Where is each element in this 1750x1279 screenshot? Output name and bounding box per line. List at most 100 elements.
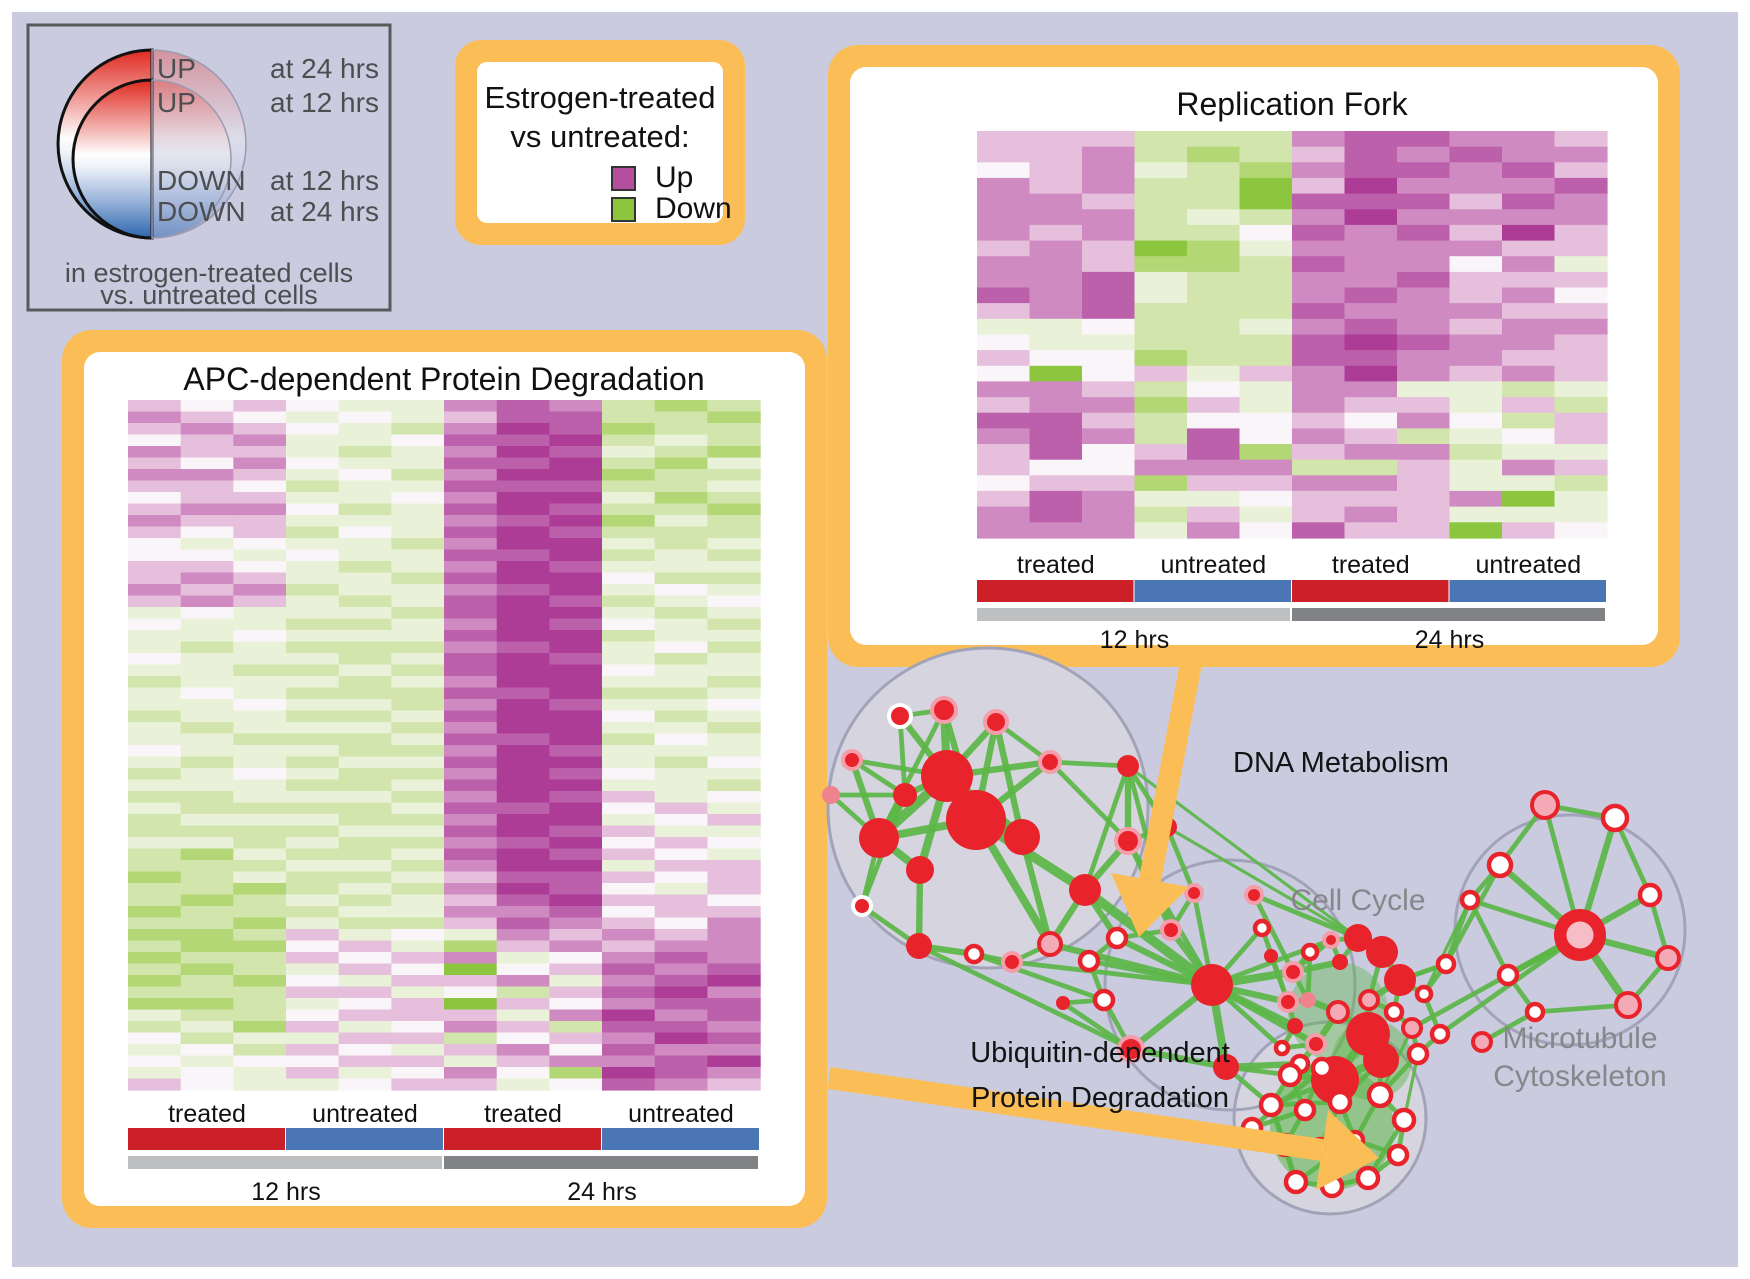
heatmap-cell bbox=[1187, 522, 1241, 539]
heatmap-cell bbox=[338, 618, 392, 631]
heatmap-cell bbox=[1029, 506, 1083, 523]
heatmap-cell bbox=[180, 423, 234, 436]
heatmap-cell bbox=[1449, 350, 1503, 367]
heatmap-cell bbox=[1502, 131, 1556, 148]
heatmap-cell bbox=[496, 952, 550, 965]
condition-label: treated bbox=[168, 1100, 246, 1128]
heatmap-cell bbox=[549, 814, 603, 827]
network-edge bbox=[1467, 898, 1511, 977]
heatmap-cell bbox=[549, 986, 603, 999]
heatmap-cell bbox=[444, 906, 498, 919]
heatmap-cell bbox=[444, 469, 498, 482]
heatmap-cell bbox=[180, 722, 234, 735]
heatmap-cell bbox=[286, 860, 340, 873]
heatmap-cell bbox=[233, 929, 287, 942]
heatmap-cell bbox=[128, 561, 182, 574]
up-label: Up bbox=[655, 161, 693, 194]
heatmap-cell bbox=[1449, 162, 1503, 179]
heatmap-cell bbox=[707, 434, 761, 447]
heatmap-cell bbox=[444, 929, 498, 942]
condition-label: untreated bbox=[312, 1100, 418, 1128]
heatmap-cell bbox=[338, 940, 392, 953]
heatmap-cell bbox=[444, 664, 498, 677]
heatmap-cell bbox=[707, 779, 761, 792]
inner-ring-right-half bbox=[151, 79, 232, 239]
heatmap-cell bbox=[286, 687, 340, 700]
heatmap-cell bbox=[233, 699, 287, 712]
heatmap-cell bbox=[549, 572, 603, 585]
heatmap-cell bbox=[549, 676, 603, 689]
heatmap-cell bbox=[1502, 271, 1556, 289]
heatmap-cell bbox=[549, 492, 603, 505]
heatmap-cell bbox=[338, 423, 392, 436]
heatmap-cell bbox=[1239, 397, 1293, 414]
heatmap-cell bbox=[707, 492, 761, 505]
heatmap-cell bbox=[549, 653, 603, 666]
heatmap-cell bbox=[1449, 209, 1503, 226]
heatmap-cell bbox=[391, 607, 445, 620]
heatmap-cell bbox=[707, 641, 761, 654]
heatmap-cell bbox=[602, 641, 656, 654]
heatmap-cell bbox=[1449, 522, 1503, 539]
heatmap-cell bbox=[444, 779, 498, 792]
heatmap-cell bbox=[549, 595, 603, 608]
heatmap-cell bbox=[1554, 365, 1608, 383]
updown-legend-title-2: vs untreated: bbox=[510, 119, 689, 154]
heatmap-cell bbox=[1029, 381, 1083, 398]
heatmap-cell bbox=[549, 561, 603, 574]
heatmap-cell bbox=[496, 1044, 550, 1057]
heatmap-cell bbox=[391, 676, 445, 689]
heatmap-cell bbox=[1397, 177, 1451, 195]
heatmap-cell bbox=[1292, 397, 1346, 414]
heatmap-cell bbox=[602, 515, 656, 528]
heatmap-cell bbox=[286, 917, 340, 930]
heatmap-cell bbox=[233, 664, 287, 677]
heatmap-cell bbox=[977, 490, 1031, 508]
heatmap-cell bbox=[496, 756, 550, 769]
heatmap-cell bbox=[233, 1055, 287, 1068]
heatmap-cell bbox=[1502, 240, 1556, 257]
heatmap-cell bbox=[444, 1009, 498, 1022]
heatmap-cell bbox=[654, 1067, 708, 1080]
heatmap-cell bbox=[444, 400, 498, 413]
heatmap-cell bbox=[338, 561, 392, 574]
heatmap-cell bbox=[286, 940, 340, 953]
heatmap-cell bbox=[1344, 490, 1398, 508]
heatmap-cell bbox=[128, 768, 182, 781]
heatmap-cell bbox=[233, 963, 287, 976]
heatmap-cell bbox=[602, 837, 656, 850]
heatmap-cell bbox=[549, 630, 603, 643]
heatmap-cell bbox=[444, 733, 498, 746]
time-span-bar bbox=[444, 1156, 758, 1169]
heatmap-cell bbox=[1292, 350, 1346, 367]
heatmap-cell bbox=[496, 883, 550, 896]
heatmap-cell bbox=[707, 814, 761, 827]
heatmap-cell bbox=[602, 434, 656, 447]
heatmap-cell bbox=[654, 595, 708, 608]
heatmap-cell bbox=[977, 287, 1031, 304]
heatmap-cell bbox=[1344, 428, 1398, 445]
heatmap-cell bbox=[549, 503, 603, 516]
heatmap-cell bbox=[654, 630, 708, 643]
heatmap-cell bbox=[496, 998, 550, 1011]
heatmap-cell bbox=[654, 998, 708, 1011]
heatmap-cell bbox=[549, 733, 603, 746]
heatmap-cell bbox=[444, 503, 498, 516]
heatmap-cell bbox=[602, 768, 656, 781]
heatmap-cell bbox=[180, 975, 234, 988]
arrow-head bbox=[1111, 873, 1189, 937]
heatmap-cell bbox=[128, 584, 182, 597]
heatmap-cell bbox=[233, 917, 287, 930]
heatmap-cell bbox=[128, 480, 182, 493]
heatmap-cell bbox=[1134, 318, 1188, 336]
heatmap-cell bbox=[654, 607, 708, 620]
heatmap-cell bbox=[1554, 475, 1608, 492]
heatmap-cell bbox=[286, 1032, 340, 1045]
heatmap-cell bbox=[707, 423, 761, 436]
heatmap-cell bbox=[654, 975, 708, 988]
heatmap-cell bbox=[602, 906, 656, 919]
heatmap-cell bbox=[496, 457, 550, 470]
heatmap-cell bbox=[391, 1078, 445, 1091]
heatmap-cell bbox=[549, 1067, 603, 1080]
